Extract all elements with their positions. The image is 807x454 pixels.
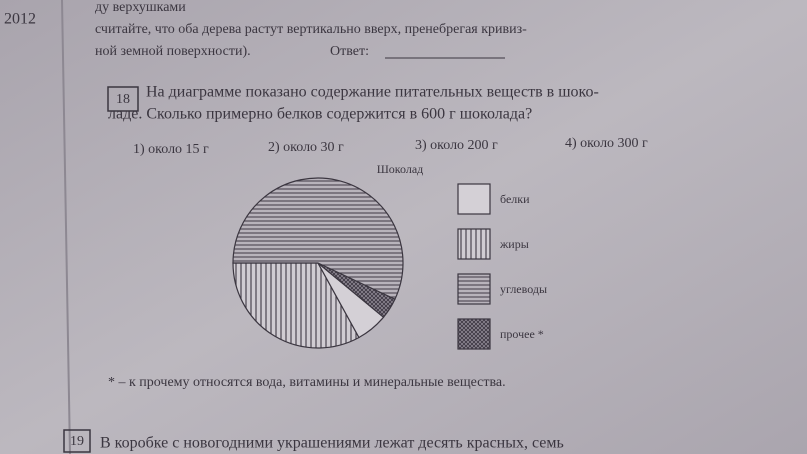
answer-label: Ответ: [330,44,369,59]
option: 1) около 15 г [133,142,209,157]
option: 2) около 30 г [268,140,344,155]
legend-swatch [457,273,491,305]
year: 2012 [4,11,36,28]
legend-label: жиры [499,237,529,251]
option: 4) около 300 г [565,136,648,151]
chart-title: Шоколад [377,162,424,176]
task-text: В коробке с новогодними украшениями лежа… [100,435,564,452]
legend-label: белки [500,192,530,206]
pie-slice [232,262,360,349]
legend-swatch [457,183,491,215]
task-number: 18 [116,92,130,107]
legend-swatch [457,228,491,260]
page-fold [61,0,71,454]
text-line: ду верхушками [95,0,186,15]
task-number-box [63,429,91,453]
task-number: 19 [70,434,84,449]
option: 3) около 200 г [415,138,498,153]
task-text: На диаграмме показано содержание питател… [146,84,599,101]
footnote: * – к прочему относятся вода, витамины и… [108,375,506,390]
legend-swatch [457,318,491,350]
task-number-box [107,86,139,112]
text-line: ной земной поверхности). [95,44,251,59]
task-text: ладе. Сколько примерно белков содержится… [108,106,532,123]
legend-label: углеводы [500,282,547,296]
pie-slice [232,177,404,300]
text-line: считайте, что оба дерева растут вертикал… [95,22,527,37]
pie-chart [232,177,404,349]
legend: белки жиры углеводы прочее * [457,183,547,350]
legend-label: прочее * [500,327,544,341]
